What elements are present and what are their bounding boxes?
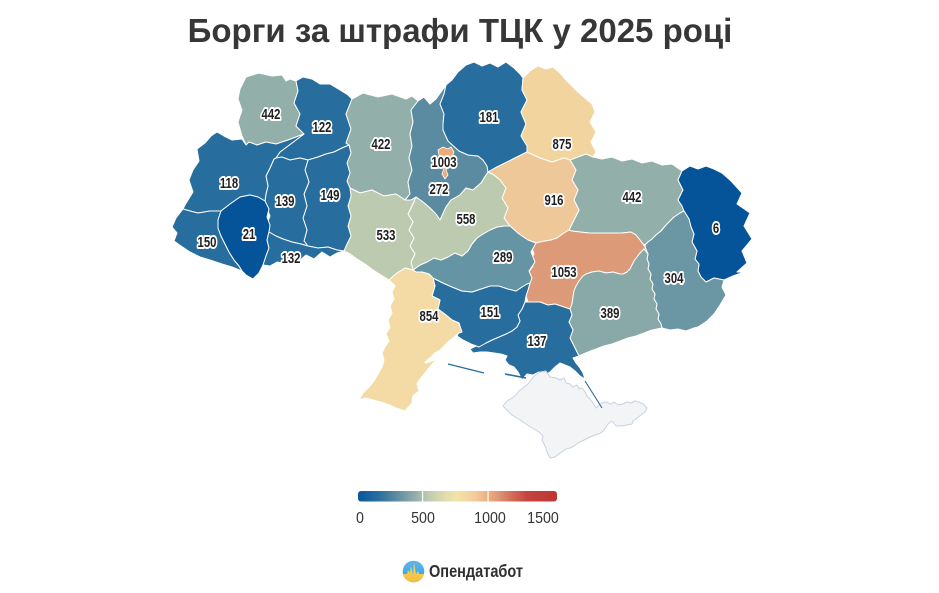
svg-text:151: 151 bbox=[481, 303, 500, 320]
svg-text:0: 0 bbox=[356, 509, 364, 527]
svg-text:916: 916 bbox=[545, 191, 564, 208]
svg-text:181: 181 bbox=[480, 108, 499, 125]
svg-text:6: 6 bbox=[713, 219, 719, 236]
svg-text:122: 122 bbox=[313, 118, 332, 135]
svg-text:875: 875 bbox=[553, 135, 572, 152]
svg-text:1000: 1000 bbox=[474, 509, 506, 527]
svg-text:150: 150 bbox=[198, 233, 217, 250]
svg-text:304: 304 bbox=[665, 269, 684, 286]
svg-text:Борги за штрафи ТЦК у 2025 роц: Борги за штрафи ТЦК у 2025 році bbox=[188, 12, 733, 49]
svg-text:272: 272 bbox=[430, 180, 449, 197]
svg-text:137: 137 bbox=[528, 332, 547, 349]
svg-text:1003: 1003 bbox=[431, 153, 456, 170]
svg-text:21: 21 bbox=[243, 225, 256, 242]
svg-text:Опендатабот: Опендатабот bbox=[429, 562, 523, 582]
svg-text:289: 289 bbox=[494, 248, 513, 265]
svg-text:533: 533 bbox=[377, 226, 396, 243]
svg-text:442: 442 bbox=[623, 188, 642, 205]
svg-text:389: 389 bbox=[601, 304, 620, 321]
svg-text:139: 139 bbox=[276, 192, 295, 209]
svg-text:1500: 1500 bbox=[527, 509, 559, 527]
svg-text:422: 422 bbox=[372, 135, 391, 152]
svg-text:442: 442 bbox=[262, 105, 281, 122]
svg-text:132: 132 bbox=[282, 249, 301, 266]
svg-text:118: 118 bbox=[220, 174, 238, 191]
svg-text:558: 558 bbox=[457, 210, 476, 227]
svg-text:149: 149 bbox=[321, 186, 340, 203]
svg-text:854: 854 bbox=[420, 307, 439, 324]
svg-text:1053: 1053 bbox=[551, 263, 576, 280]
svg-text:500: 500 bbox=[411, 509, 435, 527]
